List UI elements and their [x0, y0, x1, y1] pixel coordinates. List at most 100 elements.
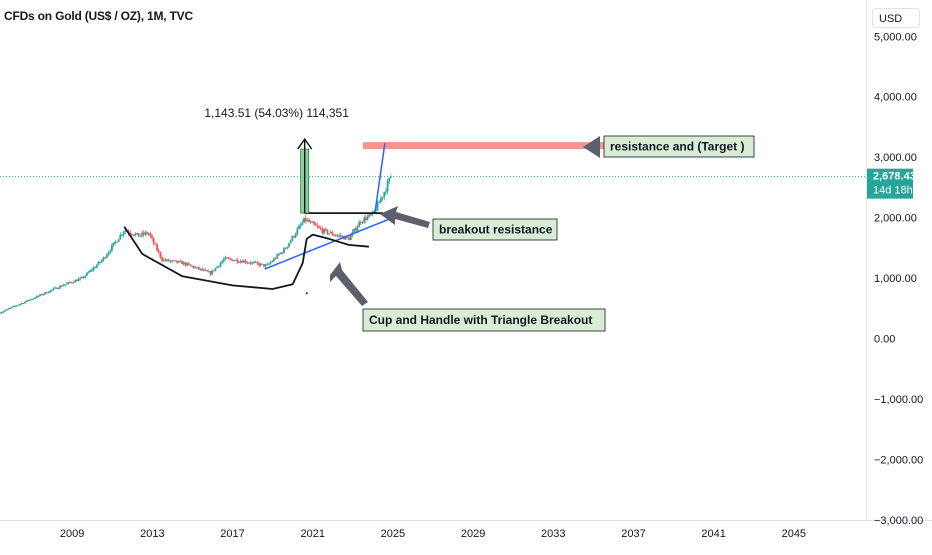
candle-body — [70, 282, 73, 284]
chart-title: CFDs on Gold (US$ / OZ), 1M, TVC — [4, 9, 193, 23]
x-tick-label: 2029 — [461, 528, 485, 540]
candle-body — [7, 308, 10, 310]
candle-body — [296, 229, 299, 235]
candle-body — [278, 254, 280, 256]
candle-body — [151, 235, 153, 239]
candle-body — [263, 264, 265, 267]
candle-body — [44, 292, 47, 295]
candle-body — [67, 282, 70, 284]
candle-body — [32, 298, 35, 300]
candle-body — [39, 294, 41, 296]
cup-handle-curve — [123, 226, 369, 290]
candle-body — [384, 191, 387, 193]
candle-body — [207, 271, 210, 273]
candle-body — [59, 285, 62, 289]
candle-body — [22, 303, 25, 305]
candle-body — [289, 240, 292, 244]
y-tick-label: −1,000.00 — [874, 394, 923, 406]
candle-body — [197, 267, 200, 270]
candle-body — [369, 214, 372, 216]
candle-body — [216, 266, 219, 268]
candle-body — [24, 301, 26, 304]
candle-body — [319, 227, 322, 230]
candle-body — [27, 300, 30, 302]
candle-body — [181, 261, 183, 265]
candle-body — [94, 267, 97, 269]
candle-body — [344, 236, 347, 240]
candle-body — [316, 225, 319, 227]
candle-body — [201, 268, 204, 271]
candle-body — [99, 261, 102, 263]
breakout-note-text: breakout resistance — [439, 223, 553, 237]
candle-body — [174, 260, 177, 262]
candle-body — [246, 262, 249, 264]
candle-body — [329, 232, 332, 234]
candle-body — [82, 277, 85, 279]
candle-body — [348, 237, 351, 240]
candle-body — [4, 310, 6, 312]
pattern-note-text: Cup and Handle with Triangle Breakout — [369, 313, 592, 327]
candle-body — [222, 259, 225, 262]
candle-body — [346, 236, 349, 238]
candle-body — [179, 261, 182, 263]
time-axis[interactable]: 2009 2013 2017 2021 2025 2029 2033 2037 2041 2045 — [60, 528, 806, 540]
candle-body — [358, 222, 361, 227]
candle-body — [221, 261, 224, 264]
candle-body — [102, 257, 105, 261]
candle-body — [84, 275, 87, 278]
pattern-note-arrow — [330, 262, 368, 306]
candle-body — [104, 257, 107, 259]
candle-body — [368, 214, 371, 217]
candle-body — [142, 232, 145, 235]
candle-body — [176, 260, 178, 263]
candle-body — [106, 254, 108, 258]
candle-body — [311, 221, 314, 223]
candle-body — [119, 234, 122, 240]
candles — [0, 174, 392, 314]
price-label-countdown: 14d 18h — [873, 185, 913, 197]
candle-body — [122, 231, 125, 235]
price-axis[interactable]: 5,000.00 4,000.00 3,000.00 2,000.00 1,000.00… — [874, 31, 923, 527]
candle-body — [303, 217, 305, 223]
candle-body — [286, 246, 289, 249]
candle-body — [231, 259, 234, 262]
x-tick-label: 2021 — [300, 528, 324, 540]
candle-body — [192, 266, 195, 268]
candle-body — [134, 233, 137, 236]
candle-body — [229, 258, 232, 260]
candle-body — [253, 262, 255, 264]
candle-body — [376, 202, 379, 211]
candle-body — [149, 233, 152, 236]
candle-body — [341, 236, 344, 238]
candle-body — [283, 248, 285, 253]
candle-body — [109, 250, 112, 253]
candle-body — [152, 238, 155, 244]
target-note-arrow — [583, 136, 600, 158]
y-tick-label: 4,000.00 — [874, 92, 917, 104]
candle-body — [212, 270, 215, 272]
candle-body — [144, 232, 147, 235]
candle-body — [366, 216, 369, 221]
candle-body — [236, 259, 239, 263]
candle-body — [361, 222, 364, 224]
candle-body — [381, 197, 384, 199]
dot-mark — [305, 292, 308, 295]
candle-body — [390, 176, 392, 179]
target-note-box — [603, 135, 755, 158]
candle-body — [60, 285, 63, 287]
candle-body — [273, 258, 275, 262]
notes: resistance and (Target ) breakout resista… — [330, 135, 755, 332]
candle-body — [0, 312, 3, 314]
candle-body — [321, 229, 324, 234]
candle-body — [293, 236, 295, 238]
candle-body — [271, 261, 274, 263]
candle-body — [206, 270, 209, 272]
candle-body — [129, 232, 132, 235]
candle-body — [334, 235, 337, 237]
candle-body — [204, 269, 207, 271]
candle-body — [309, 221, 312, 223]
candle-body — [279, 252, 282, 255]
currency-button[interactable]: USD — [872, 8, 920, 28]
